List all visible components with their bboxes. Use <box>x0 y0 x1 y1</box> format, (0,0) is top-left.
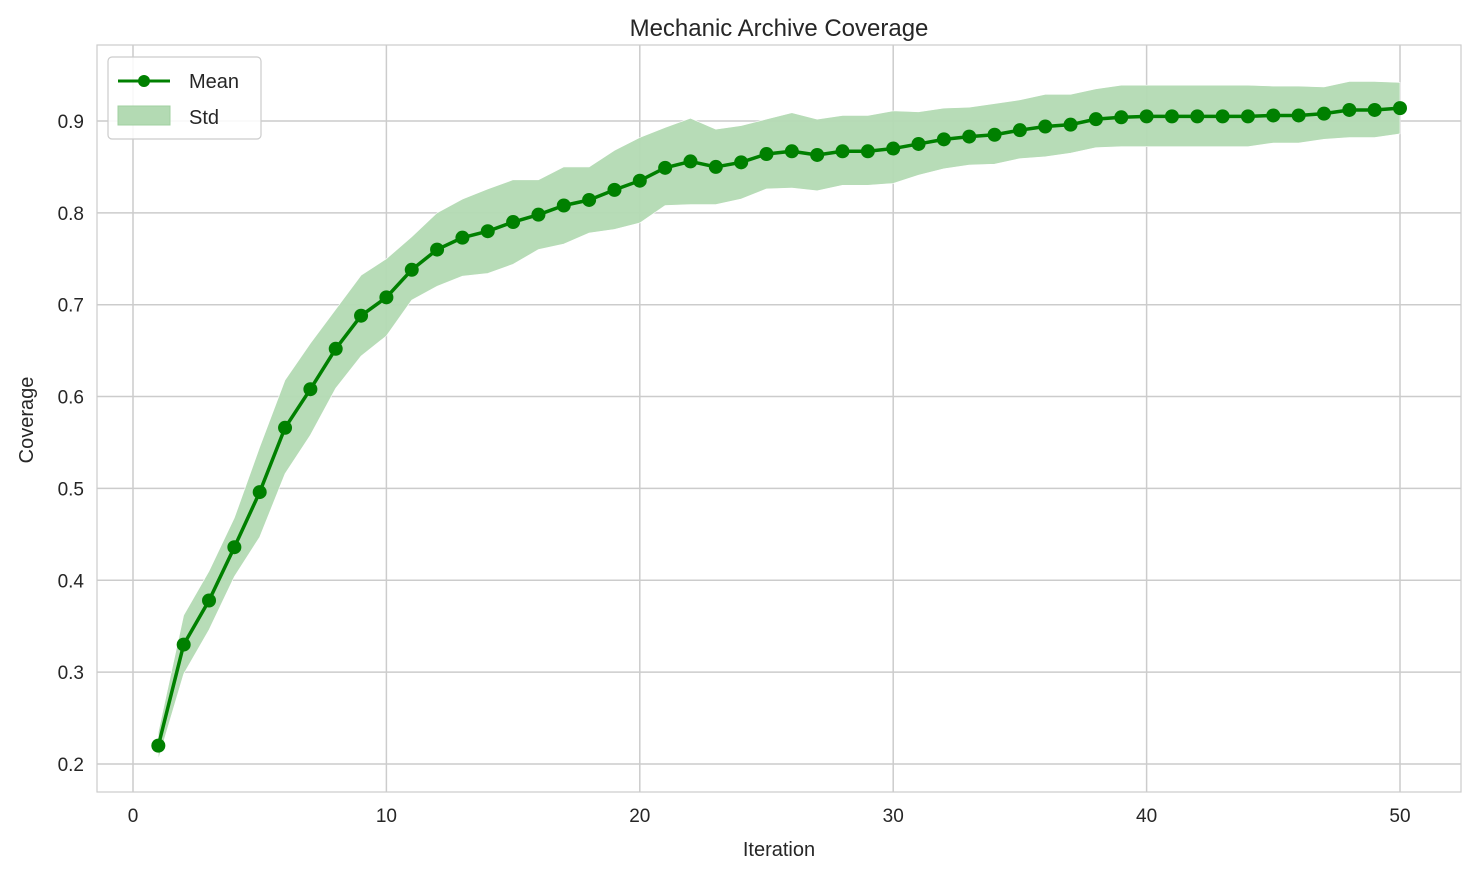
grid-lines <box>97 45 1461 792</box>
legend-box <box>107 56 262 140</box>
mean-data-point <box>1367 102 1382 117</box>
mean-data-point <box>328 341 343 356</box>
mean-data-point <box>860 144 875 159</box>
x-tick-label: 0 <box>128 806 139 827</box>
mean-data-point <box>936 132 951 147</box>
mean-data-point <box>1038 119 1053 134</box>
mean-data-point <box>1342 102 1357 117</box>
mean-data-point <box>708 159 723 174</box>
y-tick-label: 0.3 <box>58 663 84 684</box>
legend-mean-label: Mean <box>189 71 239 93</box>
x-tick-label: 10 <box>376 806 397 827</box>
y-tick-label: 0.2 <box>58 755 84 776</box>
mean-data-point <box>1012 123 1027 138</box>
y-tick-label: 0.5 <box>58 479 84 500</box>
mean-data-point <box>278 420 293 435</box>
mean-data-point <box>1088 112 1103 127</box>
y-tick-labels: 0.2 0.3 0.4 0.5 0.6 0.7 0.8 0.9 <box>58 112 85 776</box>
mean-data-point <box>1215 109 1230 124</box>
mean-data-point <box>1164 109 1179 124</box>
y-axis-label: Coverage <box>16 377 38 464</box>
mean-data-point <box>1266 108 1281 123</box>
x-axis-label: Iteration <box>743 839 815 861</box>
mean-data-point <box>1240 109 1255 124</box>
mean-data-point <box>379 290 394 305</box>
mean-data-point <box>784 144 799 159</box>
mean-data-point <box>886 141 901 156</box>
mean-data-point <box>1393 101 1407 116</box>
mean-data-point <box>810 147 825 162</box>
mean-data-point <box>480 224 495 239</box>
mean-legend-marker-icon <box>138 75 150 87</box>
mean-data-point <box>835 144 850 159</box>
y-tick-label: 0.7 <box>58 296 84 317</box>
x-tick-label: 40 <box>1136 806 1157 827</box>
mean-line <box>151 101 1407 753</box>
mean-data-point <box>202 593 217 608</box>
mean-data-point <box>556 198 571 213</box>
y-tick-label: 0.6 <box>58 388 84 409</box>
x-tick-label: 20 <box>629 806 650 827</box>
y-tick-label: 0.8 <box>58 204 84 225</box>
mean-data-point <box>987 127 1002 142</box>
mean-data-point <box>1190 109 1205 124</box>
std-legend-swatch-icon <box>117 105 171 126</box>
x-tick-label: 30 <box>883 806 904 827</box>
mean-data-point <box>404 262 419 277</box>
legend-std-label: Std <box>189 107 219 129</box>
mean-data-point <box>430 242 445 257</box>
y-tick-label: 0.9 <box>58 112 84 133</box>
mean-data-point <box>1139 109 1154 124</box>
mean-data-point <box>759 147 774 162</box>
mean-data-point <box>582 192 597 207</box>
mean-data-point <box>227 540 242 555</box>
mean-data-point <box>1291 108 1306 123</box>
mean-data-point <box>354 308 369 323</box>
mean-data-point <box>911 136 926 151</box>
std-band-area <box>158 81 1401 760</box>
mean-data-point <box>151 738 166 753</box>
mean-data-point <box>1316 106 1331 121</box>
mean-data-point <box>683 154 698 169</box>
legend: Mean Std <box>107 56 262 140</box>
mean-data-point <box>607 182 622 197</box>
mean-data-point <box>1063 117 1078 132</box>
mean-data-point <box>734 155 749 170</box>
mean-data-point <box>252 485 267 500</box>
mean-data-point <box>632 173 647 188</box>
mean-data-point <box>1114 110 1129 125</box>
x-tick-label: 50 <box>1389 806 1410 827</box>
chart-title: Mechanic Archive Coverage <box>630 15 929 42</box>
mean-data-point <box>303 382 318 397</box>
mean-data-point <box>176 637 191 652</box>
mean-data-point <box>506 215 521 230</box>
y-tick-label: 0.4 <box>58 571 85 592</box>
mean-data-point <box>455 230 470 245</box>
mean-data-point <box>962 129 977 144</box>
mean-data-point <box>658 160 673 175</box>
mean-data-point <box>531 207 546 222</box>
x-tick-labels: 0 10 20 30 40 50 <box>128 806 1411 827</box>
std-band <box>158 81 1401 760</box>
